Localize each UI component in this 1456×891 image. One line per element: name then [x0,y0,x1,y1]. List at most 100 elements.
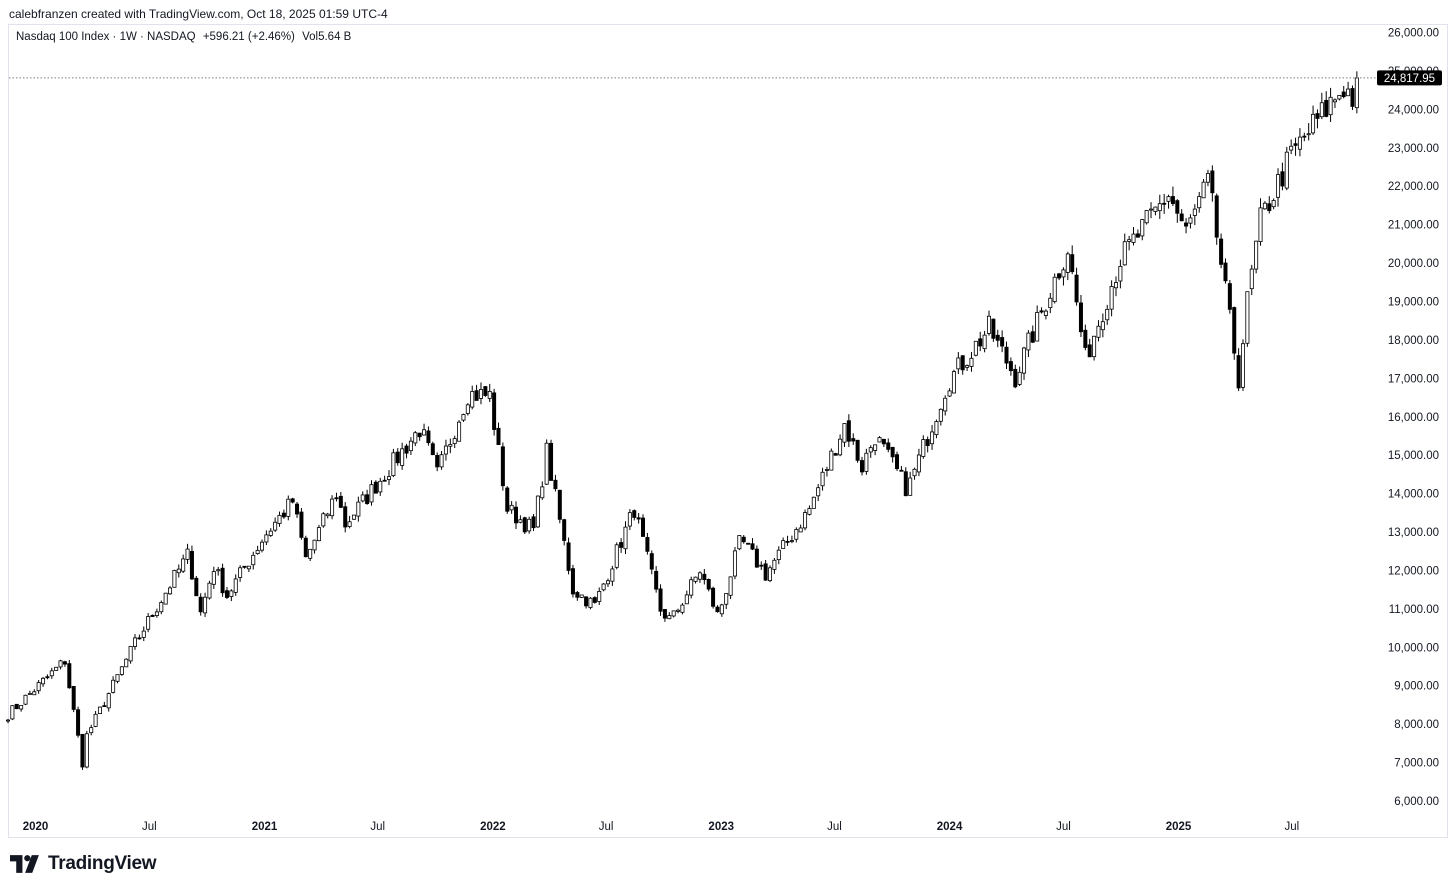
candle-body [601,583,606,591]
candle-body [474,390,479,401]
candle-body [163,592,168,605]
candle-body [1319,102,1324,118]
y-tick-label: 21,000.00 [1388,220,1439,232]
candle-body [457,421,462,442]
candle-body [36,682,41,692]
candle-body [452,438,457,444]
y-tick-label: 20,000.00 [1388,258,1439,270]
candle-body [667,615,672,620]
candle-body [356,501,361,517]
candle-body [1109,286,1114,310]
candle-body [719,604,724,615]
candle-body [10,705,15,720]
candle-body [768,567,773,582]
candle-body [873,444,878,451]
candle-body [115,674,120,682]
candle-body [111,679,116,693]
candle-body [1350,88,1355,107]
candle-body [6,719,11,722]
candle-body [627,512,632,527]
candle-body [185,548,190,560]
tradingview-logo[interactable]: TradingView [10,853,157,875]
candle-body [1157,203,1162,212]
candle-body [351,514,356,520]
candle-body [588,597,593,608]
y-tick-label: 22,000.00 [1388,181,1439,193]
candle-body [706,578,711,590]
candle-body [133,637,138,647]
candle-body [277,514,282,524]
candle-body [198,596,203,613]
candle-body [430,443,435,456]
candle-body [1127,239,1132,242]
candle-body [102,705,107,708]
candle-body [1035,312,1040,342]
y-tick-label: 6,000.00 [1394,796,1439,808]
candle-body [343,506,348,528]
candle-body [1311,113,1316,134]
x-tick-label: Jul [142,821,157,833]
y-tick-label: 23,000.00 [1388,143,1439,155]
candle-body [965,365,970,368]
candle-body [224,590,229,598]
candle-body [1332,99,1337,103]
x-tick-label: Jul [827,821,842,833]
candle-body [754,548,759,568]
candle-body [1170,196,1175,204]
candle-body [1022,347,1027,374]
candle-body [1061,269,1066,278]
candle-body [1236,355,1241,389]
y-tick-label: 7,000.00 [1394,758,1439,770]
candle-body [1175,200,1180,214]
candle-body [584,596,589,607]
candle-body [535,495,540,528]
x-tick-label: 2020 [23,821,49,833]
candle-body [303,537,308,558]
candle-body [978,338,983,347]
candle-body [1258,207,1263,242]
candle-body [1249,268,1254,290]
candle-body [41,677,46,685]
candle-body [1140,219,1145,237]
candle-body [395,451,400,464]
candle-body [1328,96,1333,116]
candle-body [1052,276,1057,303]
candle-body [982,334,987,350]
candle-body [785,540,790,543]
candle-body [281,512,286,518]
candle-body [1289,145,1294,151]
candle-body [684,594,689,605]
candle-body [763,563,768,581]
candle-body [553,479,558,490]
candle-body [487,391,492,399]
candle-body [1254,240,1259,270]
candle-body [899,469,904,472]
candle-body [1149,208,1154,211]
candle-body [1131,233,1136,243]
candle-body [260,541,265,551]
candle-body [1004,346,1009,364]
y-tick-label: 15,000.00 [1388,450,1439,462]
candle-body [579,594,584,598]
candle-body [903,471,908,497]
candle-body [150,614,155,617]
candle-body [159,602,164,613]
candle-body [1276,174,1281,198]
candle-body [693,576,698,582]
candle-body [128,645,133,662]
candle-body [816,487,821,497]
candle-body [470,391,475,408]
candle-body [711,587,716,607]
chart-pane[interactable] [8,24,1448,838]
candle-body [855,439,860,461]
candle-body [803,512,808,529]
candle-body [251,554,256,566]
candle-body [820,471,825,487]
candle-body [141,630,146,638]
candle-body [106,693,111,709]
candle-body [1201,181,1206,199]
candle-body [632,510,637,518]
candle-body [619,542,624,548]
candle-body [509,504,514,511]
